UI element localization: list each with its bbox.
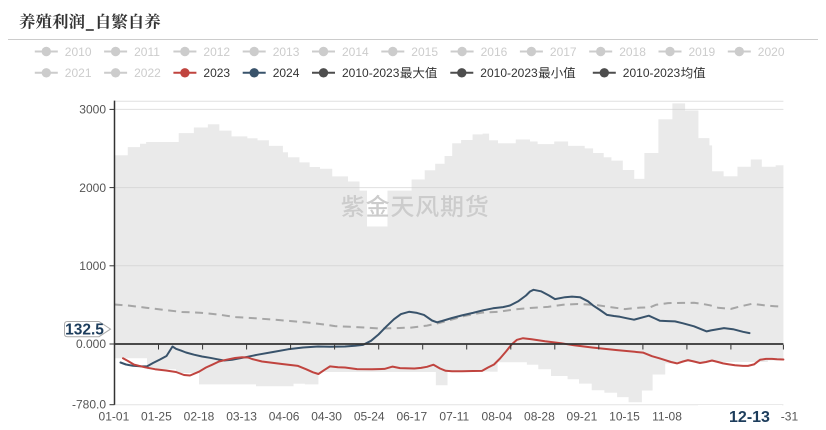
- svg-text:12-13: 12-13: [729, 409, 770, 426]
- svg-text:08-04: 08-04: [482, 410, 513, 424]
- svg-text:07-11: 07-11: [439, 410, 469, 424]
- svg-text:2020: 2020: [758, 45, 785, 59]
- svg-text:08-28: 08-28: [524, 410, 555, 424]
- svg-text:1000: 1000: [79, 259, 106, 273]
- svg-text:2013: 2013: [273, 45, 300, 59]
- svg-text:01-01: 01-01: [99, 410, 130, 424]
- svg-text:03-13: 03-13: [226, 410, 257, 424]
- svg-text:05-24: 05-24: [354, 410, 385, 424]
- svg-text:-780.0: -780.0: [72, 398, 106, 412]
- svg-text:2012: 2012: [203, 45, 230, 59]
- svg-text:2011: 2011: [134, 45, 160, 59]
- svg-text:0.000: 0.000: [76, 337, 106, 351]
- svg-text:2021: 2021: [65, 66, 92, 80]
- svg-text:132.5: 132.5: [65, 321, 104, 338]
- svg-text:3000: 3000: [79, 103, 106, 117]
- svg-text:06-17: 06-17: [396, 410, 427, 424]
- svg-text:2023: 2023: [203, 66, 230, 80]
- svg-text:2019: 2019: [689, 45, 716, 59]
- svg-text:2000: 2000: [79, 181, 106, 195]
- svg-text:2018: 2018: [619, 45, 646, 59]
- svg-text:04-06: 04-06: [269, 410, 300, 424]
- svg-text:2015: 2015: [411, 45, 438, 59]
- svg-text:02-18: 02-18: [184, 410, 215, 424]
- svg-text:2010-2023: 2010-2023: [342, 66, 400, 80]
- svg-text:2022: 2022: [134, 66, 161, 80]
- svg-text:-31: -31: [781, 410, 799, 424]
- svg-text:2010-2023: 2010-2023: [623, 66, 681, 80]
- svg-text:01-25: 01-25: [141, 410, 172, 424]
- svg-text:04-30: 04-30: [311, 410, 342, 424]
- svg-text:2016: 2016: [481, 45, 508, 59]
- svg-text:2010-2023: 2010-2023: [480, 66, 538, 80]
- svg-text:2024: 2024: [273, 66, 300, 80]
- svg-text:2010: 2010: [65, 45, 92, 59]
- svg-text:2017: 2017: [550, 45, 577, 59]
- svg-text:09-21: 09-21: [567, 410, 598, 424]
- svg-text:2014: 2014: [342, 45, 369, 59]
- svg-text:11-08: 11-08: [652, 410, 682, 424]
- svg-text:10-15: 10-15: [609, 410, 640, 424]
